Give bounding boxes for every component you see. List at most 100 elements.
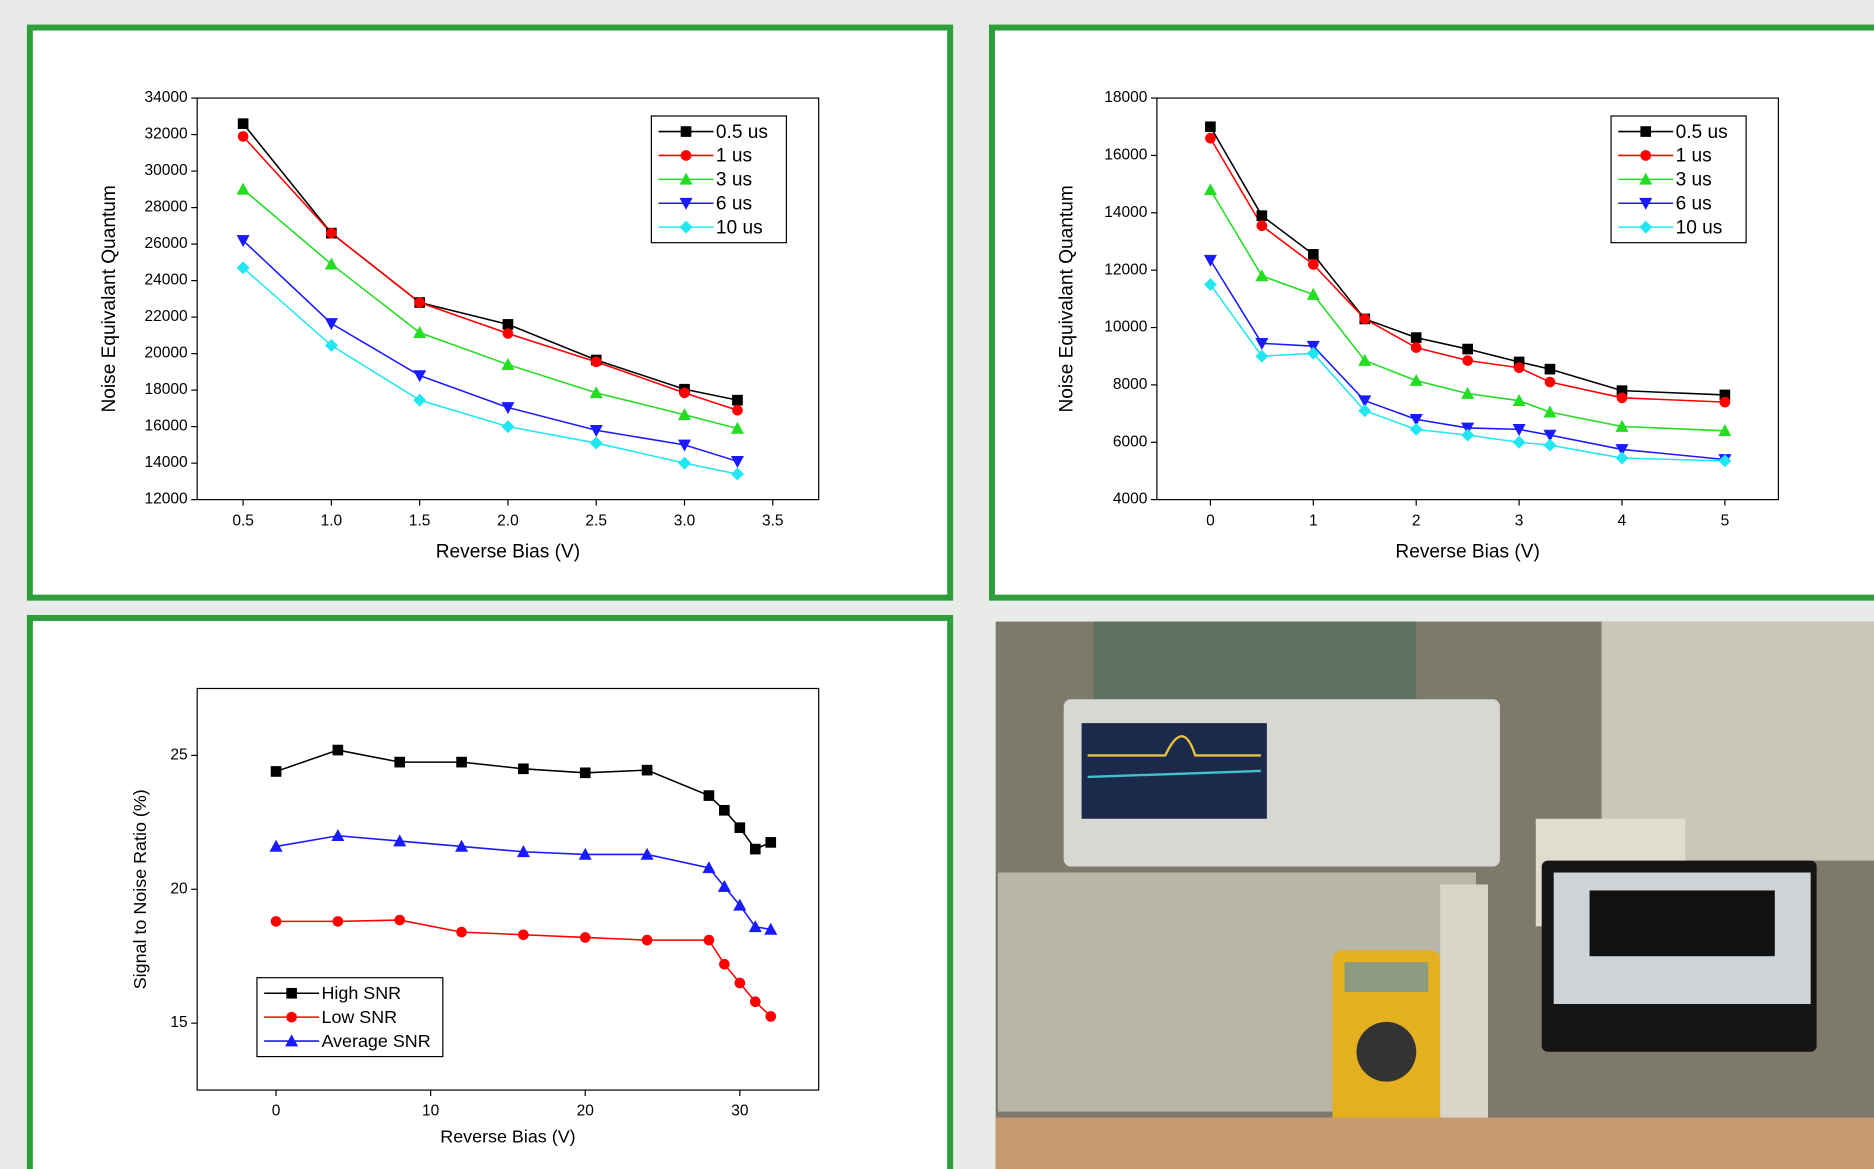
x-tick-label: 0.5 — [232, 512, 254, 529]
legend-marker — [679, 172, 693, 185]
marker — [269, 839, 283, 852]
y-axis-label: Noise Equivalant Quantum — [99, 185, 120, 412]
marker — [236, 261, 250, 275]
x-tick-label: 3.5 — [762, 512, 784, 529]
marker — [733, 898, 747, 911]
legend-label: 6 us — [1676, 193, 1712, 214]
marker — [1307, 249, 1319, 260]
marker — [1306, 346, 1320, 360]
marker — [394, 914, 406, 926]
series-line — [1209, 137, 1725, 403]
marker — [1256, 210, 1268, 221]
marker — [734, 977, 746, 989]
y-tick-label: 10000 — [1104, 319, 1148, 336]
marker — [1616, 392, 1628, 404]
marker — [702, 861, 716, 874]
y-tick-label: 20 — [170, 880, 188, 897]
marker — [1358, 353, 1372, 366]
marker — [1461, 428, 1475, 442]
x-axis-label: Reverse Bias (V) — [440, 1127, 575, 1147]
marker — [730, 455, 744, 468]
x-tick-label: 1.0 — [321, 512, 343, 529]
marker — [501, 420, 515, 434]
legend-label: 1 us — [716, 146, 752, 167]
legend-marker — [286, 1011, 297, 1023]
marker — [270, 766, 282, 777]
legend-marker — [679, 197, 693, 210]
marker — [1203, 183, 1217, 196]
y-axis-label: Signal to Noise Ratio (%) — [130, 789, 150, 989]
y-tick-label: 22000 — [144, 308, 188, 325]
y-tick-label: 16000 — [1104, 147, 1148, 164]
x-tick-label: 1.5 — [409, 512, 431, 529]
x-tick-label: 5 — [1721, 512, 1730, 529]
marker — [641, 764, 653, 776]
marker — [1512, 394, 1526, 407]
legend-label: 0.5 us — [716, 122, 768, 143]
series-line — [1209, 189, 1725, 432]
y-axis-label: Noise Equivalant Quantum — [1056, 185, 1077, 412]
legend-label: 3 us — [1676, 170, 1712, 191]
marker — [1409, 373, 1423, 386]
marker — [703, 790, 715, 801]
marker — [719, 804, 730, 816]
panel — [26, 614, 954, 1169]
marker — [236, 182, 250, 195]
series-line — [1209, 126, 1725, 396]
scope-trace — [1087, 769, 1261, 779]
legend-marker — [285, 1034, 299, 1047]
marker — [749, 996, 761, 1008]
marker — [677, 439, 692, 452]
marker — [324, 318, 338, 331]
legend-marker — [1640, 150, 1652, 161]
marker — [1358, 404, 1372, 418]
marker — [394, 756, 406, 768]
marker — [1410, 332, 1422, 343]
legend-label: 10 us — [716, 217, 763, 238]
y-tick-label: 18000 — [144, 381, 188, 398]
y-tick-label: 32000 — [144, 126, 188, 143]
table — [995, 1117, 1874, 1169]
marker — [1306, 287, 1320, 300]
marker — [719, 958, 730, 970]
marker — [270, 916, 282, 927]
marker — [324, 338, 338, 352]
marker — [678, 456, 691, 470]
marker — [502, 328, 514, 339]
marker — [1359, 313, 1371, 325]
marker — [324, 257, 338, 270]
y-tick-label: 8000 — [1113, 376, 1148, 393]
marker — [502, 319, 514, 330]
y-tick-label: 26000 — [144, 235, 188, 252]
marker — [1512, 435, 1526, 449]
legend-label: 6 us — [716, 193, 752, 214]
legend: 0.5 us 1 us 3 us6 us 10 us — [1610, 115, 1747, 244]
series-line — [1209, 259, 1725, 461]
legend-label: Average SNR — [321, 1031, 430, 1051]
marker — [455, 839, 469, 852]
marker — [1718, 454, 1732, 468]
marker — [765, 1011, 777, 1022]
x-tick-label: 2.5 — [585, 512, 607, 529]
marker — [1203, 254, 1217, 267]
marker — [237, 118, 249, 129]
legend-marker — [286, 987, 297, 999]
marker — [734, 822, 746, 834]
y-tick-label: 34000 — [144, 89, 188, 106]
legend-label: 10 us — [1676, 217, 1723, 238]
marker — [677, 408, 692, 421]
x-axis-label: Reverse Bias (V) — [436, 541, 580, 562]
y-tick-label: 30000 — [144, 162, 188, 179]
legend-marker — [680, 150, 692, 161]
x-axis-label: Reverse Bias (V) — [1395, 541, 1539, 562]
marker — [1512, 424, 1526, 437]
marker — [748, 920, 762, 933]
scope-trace — [1087, 735, 1261, 757]
marker — [578, 847, 592, 860]
marker — [730, 421, 744, 434]
marker — [516, 845, 530, 858]
legend: 0.5 us 1 us 3 us6 us 10 us — [650, 115, 788, 244]
marker — [703, 934, 715, 946]
marker — [326, 227, 337, 239]
marker — [393, 834, 407, 847]
